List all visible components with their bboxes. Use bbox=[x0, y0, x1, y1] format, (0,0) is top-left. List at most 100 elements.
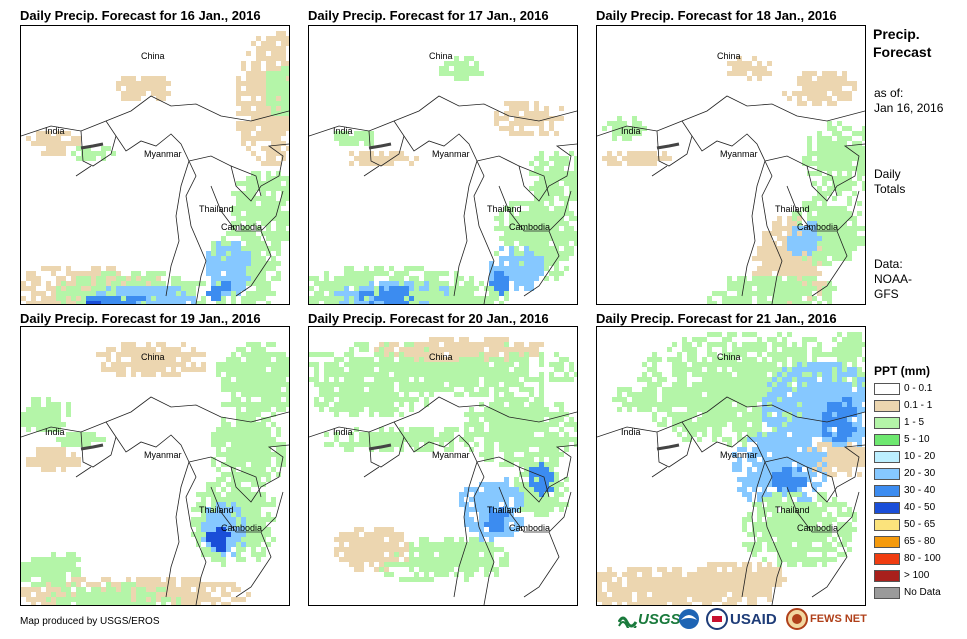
precip-area bbox=[206, 241, 251, 296]
country-border bbox=[764, 143, 865, 202]
precip-area bbox=[787, 221, 822, 256]
map-credit: Map produced by USGS/EROS bbox=[20, 616, 160, 627]
legend-item: 0.1 - 1 bbox=[874, 398, 932, 413]
place-label-myanmar: Myanmar bbox=[144, 149, 182, 159]
precip-area bbox=[324, 427, 479, 452]
precip-area bbox=[334, 131, 374, 146]
coastline bbox=[368, 142, 392, 150]
place-label-myanmar: Myanmar bbox=[432, 450, 470, 460]
country-border bbox=[518, 466, 550, 498]
legend-item: 40 - 50 bbox=[874, 500, 935, 515]
precip-area bbox=[602, 116, 647, 141]
legend-item: 10 - 20 bbox=[874, 449, 935, 464]
legend-item: 50 - 65 bbox=[874, 517, 935, 532]
place-label-cambodia: Cambodia bbox=[221, 523, 263, 533]
country-border bbox=[498, 486, 572, 533]
precip-area bbox=[489, 246, 544, 291]
country-border bbox=[210, 486, 284, 533]
precip-area bbox=[56, 432, 106, 447]
place-label-cambodia: Cambodia bbox=[509, 222, 551, 232]
country-border bbox=[476, 143, 577, 202]
panel-title-2: Daily Precip. Forecast for 17 Jan., 2016 bbox=[308, 8, 549, 23]
country-border bbox=[210, 185, 284, 232]
precip-area bbox=[772, 467, 807, 492]
legend-swatch bbox=[874, 552, 900, 565]
precip-area bbox=[439, 56, 484, 81]
country-border bbox=[597, 95, 865, 137]
legend-label: 20 - 30 bbox=[904, 468, 936, 479]
precip-area bbox=[46, 582, 181, 605]
precip-area bbox=[86, 296, 146, 304]
country-border bbox=[476, 444, 577, 503]
country-border bbox=[75, 466, 92, 478]
coastline bbox=[656, 443, 680, 451]
map-panel-4: China India Myanmar Thailand Cambodia bbox=[20, 326, 290, 606]
country-border bbox=[188, 143, 289, 202]
place-label-myanmar: Myanmar bbox=[144, 450, 182, 460]
precip-area bbox=[96, 342, 206, 377]
data-source-line1: Data: bbox=[874, 257, 903, 271]
country-border bbox=[368, 431, 405, 468]
precip-area bbox=[266, 66, 289, 116]
place-label-india: India bbox=[621, 427, 641, 437]
legend-label: 40 - 50 bbox=[904, 502, 936, 513]
noaa-bird-icon bbox=[679, 609, 699, 629]
precip-area bbox=[206, 281, 231, 301]
precip-area bbox=[782, 71, 857, 106]
country-border bbox=[309, 396, 577, 438]
precip-area bbox=[727, 56, 772, 81]
legend-item: 20 - 30 bbox=[874, 466, 935, 481]
legend-item: 65 - 80 bbox=[874, 534, 935, 549]
place-label-thailand: Thailand bbox=[199, 505, 234, 515]
precip-map-graphic bbox=[309, 56, 577, 304]
panel-title-4: Daily Precip. Forecast for 19 Jan., 2016 bbox=[20, 311, 261, 326]
precip-area bbox=[602, 151, 672, 166]
usgs-wave-icon bbox=[618, 616, 638, 628]
legend-item: > 100 bbox=[874, 568, 929, 583]
legend-label: 1 - 5 bbox=[904, 417, 925, 428]
precip-area bbox=[612, 387, 667, 412]
precip-area bbox=[21, 397, 71, 432]
country-border bbox=[681, 120, 783, 304]
map-panel-6: China India Myanmar Thailand Cambodia bbox=[596, 326, 866, 606]
legend-swatch bbox=[874, 569, 900, 582]
totals-block: Daily Totals bbox=[874, 167, 905, 197]
sidebar-heading-line2: Forecast bbox=[873, 44, 932, 60]
country-border bbox=[786, 486, 860, 533]
place-label-thailand: Thailand bbox=[487, 204, 522, 214]
place-label-india: India bbox=[333, 126, 353, 136]
precip-area bbox=[231, 171, 289, 246]
place-label-china: China bbox=[141, 51, 165, 61]
precip-area bbox=[464, 392, 577, 467]
legend-title: PPT (mm) bbox=[874, 364, 931, 378]
precip-area bbox=[206, 527, 231, 552]
data-source-line3: GFS bbox=[874, 287, 899, 301]
country-border bbox=[597, 396, 865, 438]
country-border bbox=[453, 461, 478, 598]
precip-map-graphic bbox=[597, 332, 865, 605]
legend-label: 0.1 - 1 bbox=[904, 400, 933, 411]
country-border bbox=[741, 160, 766, 297]
legend-item: 5 - 10 bbox=[874, 432, 930, 447]
country-border bbox=[105, 421, 207, 605]
country-border bbox=[651, 165, 668, 177]
legend-label: 10 - 20 bbox=[904, 451, 936, 462]
country-border bbox=[523, 531, 560, 598]
legend-swatch bbox=[874, 518, 900, 531]
precip-area bbox=[211, 412, 286, 487]
legend-label: No Data bbox=[904, 587, 941, 598]
country-border bbox=[518, 165, 550, 197]
usaid-seal-icon bbox=[706, 608, 728, 630]
country-border bbox=[764, 444, 865, 503]
legend-item: 1 - 5 bbox=[874, 415, 924, 430]
legend-item: 80 - 100 bbox=[874, 551, 941, 566]
panel-title-3: Daily Precip. Forecast for 18 Jan., 2016 bbox=[596, 8, 837, 23]
precip-area bbox=[236, 31, 289, 166]
as-of-date: Jan 16, 2016 bbox=[874, 101, 944, 115]
place-label-cambodia: Cambodia bbox=[797, 222, 839, 232]
country-border bbox=[811, 531, 848, 598]
legend-swatch bbox=[874, 416, 900, 429]
coastline bbox=[656, 142, 680, 150]
precip-map-graphic bbox=[597, 56, 865, 304]
place-label-thailand: Thailand bbox=[775, 204, 810, 214]
